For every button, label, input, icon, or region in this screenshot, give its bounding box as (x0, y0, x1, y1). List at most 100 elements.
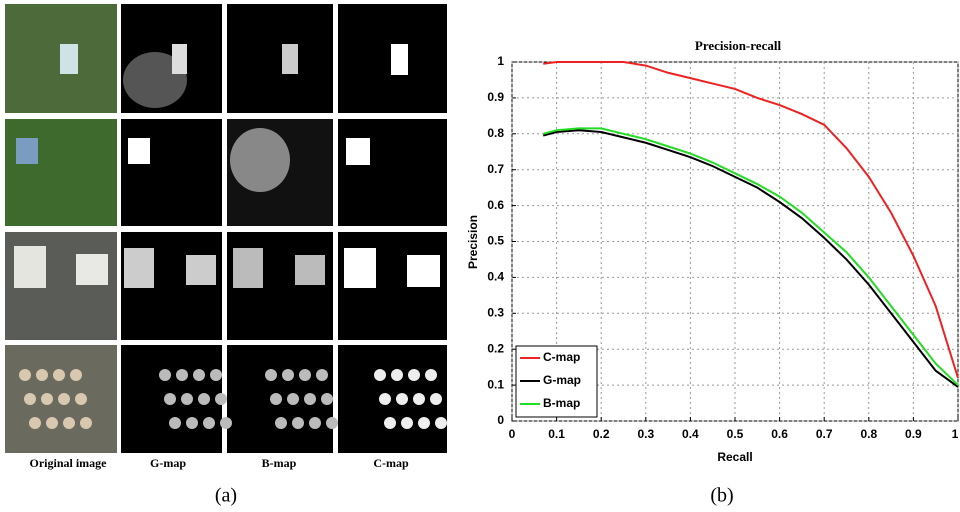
image-tile (121, 119, 222, 226)
tank-dot (36, 369, 48, 381)
tank-dot (63, 417, 75, 429)
image-tile (233, 248, 263, 288)
series-line (543, 61, 959, 379)
tank-dot (159, 369, 171, 381)
x-tick-label: 0.7 (816, 427, 833, 441)
tank-dot (164, 393, 176, 405)
tank-dots (19, 369, 447, 429)
legend-label: B-map (543, 396, 580, 410)
tank-dot (193, 369, 205, 381)
tank-dot (282, 369, 294, 381)
tank-dot (384, 417, 396, 429)
legend-label: G-map (543, 373, 581, 387)
tank-dot (418, 417, 430, 429)
image-tile (338, 119, 447, 226)
x-tick-label: 0.4 (682, 427, 699, 441)
tank-dot (287, 393, 299, 405)
series-line (542, 129, 959, 388)
y-tick-label: 0.8 (487, 126, 504, 140)
image-tile (295, 255, 325, 285)
image-tile (60, 44, 78, 74)
tank-dot (401, 417, 413, 429)
column-label: Original image (30, 456, 108, 470)
column-label: G-map (150, 456, 186, 470)
x-tick-label: 1 (952, 427, 959, 441)
column-label: B-map (262, 456, 297, 470)
tank-dot (53, 369, 65, 381)
tank-dot (41, 393, 53, 405)
image-tile (282, 44, 298, 74)
x-tick-label: 0.5 (727, 427, 744, 441)
image-tile (76, 254, 108, 285)
tank-dot (181, 393, 193, 405)
y-tick-label: 0 (497, 413, 504, 427)
image-tile (227, 4, 333, 113)
tank-dot (19, 369, 31, 381)
tank-dot (413, 393, 425, 405)
image-tile (338, 345, 447, 453)
tank-dot (435, 417, 447, 429)
x-tick-label: 0.2 (593, 427, 610, 441)
legend-label: C-map (543, 350, 580, 364)
y-tick-label: 0.5 (487, 234, 504, 248)
tank-dot (430, 393, 442, 405)
tank-dot (326, 417, 338, 429)
chart-title: Precision-recall (695, 38, 782, 53)
y-tick-label: 0.6 (487, 198, 504, 212)
y-tick-label: 1 (497, 54, 504, 68)
image-tile (344, 248, 376, 288)
x-axis-label: Recall (717, 450, 752, 464)
image-tile (124, 248, 154, 288)
series-line (542, 127, 959, 386)
tank-dot (186, 417, 198, 429)
panel-caption: (a) (215, 485, 237, 507)
image-tile (346, 138, 370, 165)
tank-dot (321, 393, 333, 405)
y-axis-label: Precision (466, 215, 480, 269)
column-label: C-map (373, 456, 409, 470)
y-tick-label: 0.2 (487, 341, 504, 355)
image-tile (16, 138, 38, 164)
tank-dot (220, 417, 232, 429)
image-tile (5, 119, 117, 226)
tank-dot (309, 417, 321, 429)
tank-dot (215, 393, 227, 405)
panel-caption: (b) (710, 485, 733, 507)
y-tick-label: 0.1 (487, 377, 504, 391)
tank-dot (425, 369, 437, 381)
tank-dot (203, 417, 215, 429)
tank-dot (379, 393, 391, 405)
image-tile (407, 255, 440, 287)
x-tick-label: 0.6 (771, 427, 788, 441)
tank-dot (75, 393, 87, 405)
image-tile (230, 128, 290, 192)
image-tile (172, 44, 187, 74)
tank-dot (210, 369, 222, 381)
image-tile (14, 246, 46, 288)
y-tick-label: 0.4 (487, 270, 504, 284)
tank-dot (316, 369, 328, 381)
tank-dot (299, 369, 311, 381)
tank-dot (24, 393, 36, 405)
y-tick-label: 0.3 (487, 305, 504, 319)
tank-dot (80, 417, 92, 429)
image-tile (123, 52, 187, 108)
tank-dot (396, 393, 408, 405)
tank-dot (58, 393, 70, 405)
tank-dot (29, 417, 41, 429)
tank-dot (391, 369, 403, 381)
x-tick-label: 0.1 (548, 427, 565, 441)
y-tick-label: 0.7 (487, 162, 504, 176)
tank-dot (304, 393, 316, 405)
tank-dot (70, 369, 82, 381)
image-tile (128, 138, 150, 164)
tank-dot (198, 393, 210, 405)
x-tick-label: 0 (509, 427, 516, 441)
image-grid (5, 4, 447, 453)
x-tick-label: 0.3 (637, 427, 654, 441)
image-tile (186, 255, 216, 285)
x-tick-label: 0.8 (860, 427, 877, 441)
y-tick-label: 0.9 (487, 90, 504, 104)
tank-dot (408, 369, 420, 381)
